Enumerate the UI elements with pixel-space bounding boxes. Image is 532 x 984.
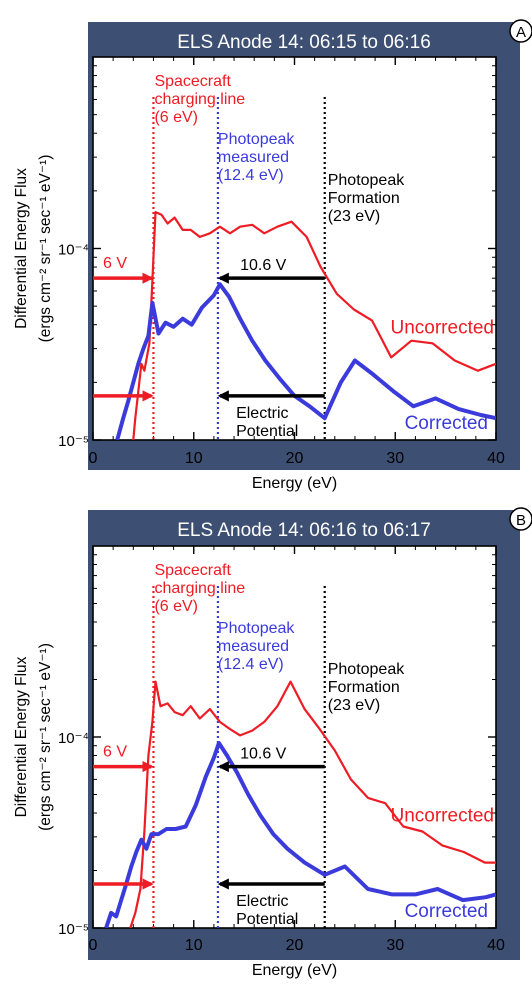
y-axis-label-line2: (ergs cm⁻² sr⁻¹ sec⁻¹ eV⁻¹) [37, 155, 54, 343]
label-photopeak-formation: (23 eV) [328, 697, 380, 714]
x-tick-label: 40 [487, 450, 505, 467]
label-charging-line: (6 eV) [154, 109, 198, 126]
panel-badge-label: A [516, 24, 526, 41]
panel-badge [509, 19, 532, 43]
label-photopeak-measured: Photopeak [218, 131, 296, 148]
plot-area [93, 57, 496, 440]
label-electric-potential: Electric [236, 405, 288, 422]
chart-title: ELS Anode 14: 06:16 to 06:17 [177, 520, 431, 541]
y-axis-label-line1: Differential Energy Flux [13, 168, 30, 329]
series-uncorrected-line [129, 680, 496, 928]
chart-panel-a: ELS Anode 14: 06:15 to 06:16 A 0 10 20 30 40 10… [13, 19, 532, 492]
data-layer [115, 97, 496, 440]
label-electric-potential: Potential [236, 423, 298, 440]
y-axis-label-line2: (ergs cm⁻² sr⁻¹ sec⁻¹ eV⁻¹) [37, 643, 54, 831]
legend-corrected: Corrected [405, 413, 488, 434]
series-corrected-line [104, 741, 496, 928]
y-tick-label-low: 10⁻⁵ [58, 433, 89, 450]
series-corrected-line [115, 282, 496, 440]
label-photopeak-formation: Formation [328, 190, 400, 207]
legend-uncorrected: Uncorrected [391, 317, 495, 338]
label-photopeak-measured: Photopeak [218, 620, 296, 637]
label-charging-line: charging line [154, 580, 245, 597]
label-photopeak-measured: (12.4 eV) [218, 167, 284, 184]
label-charging-line: Spacecraft [154, 562, 231, 579]
label-charging-line: (6 eV) [154, 598, 198, 615]
label-6v: 6 V [103, 744, 127, 761]
label-6v: 6 V [103, 255, 127, 272]
x-tick-label: 30 [386, 937, 404, 954]
label-electric-potential: Electric [236, 893, 288, 910]
label-photopeak-formation: Photopeak [328, 661, 406, 678]
label-photopeak-formation: (23 eV) [328, 208, 380, 225]
x-tick-label: 20 [286, 937, 304, 954]
label-10-6v: 10.6 V [240, 746, 287, 763]
label-photopeak-measured: (12.4 eV) [218, 656, 284, 673]
y-tick-label-high: 10⁻⁴ [58, 730, 89, 747]
x-tick-label: 0 [89, 937, 98, 954]
series-uncorrected-line [132, 211, 496, 440]
label-photopeak-measured: measured [218, 638, 289, 655]
y-axis-label-line1: Differential Energy Flux [13, 656, 30, 817]
x-tick-label: 10 [185, 937, 203, 954]
x-tick-label: 30 [386, 450, 404, 467]
legend-corrected: Corrected [405, 901, 488, 922]
label-charging-line: charging line [154, 91, 245, 108]
legend-uncorrected: Uncorrected [391, 806, 495, 827]
chart-panel-b: ELS Anode 14: 06:16 to 06:17 B 0 10 20 30 40 10… [13, 507, 532, 979]
label-photopeak-formation: Formation [328, 679, 400, 696]
plot-area [93, 546, 496, 928]
label-photopeak-measured: measured [218, 149, 289, 166]
y-tick-label-high: 10⁻⁴ [58, 242, 89, 259]
x-tick-label: 40 [487, 937, 505, 954]
label-10-6v: 10.6 V [240, 257, 287, 274]
x-axis-label: Energy (eV) [252, 475, 337, 492]
chart-title: ELS Anode 14: 06:15 to 06:16 [177, 32, 431, 53]
x-tick-label: 20 [286, 450, 304, 467]
label-electric-potential: Potential [236, 911, 298, 928]
x-axis-label: Energy (eV) [252, 962, 337, 979]
x-tick-label: 0 [89, 450, 98, 467]
data-layer [104, 586, 496, 928]
label-charging-line: Spacecraft [154, 73, 231, 90]
panel-badge-label: B [516, 512, 526, 529]
label-photopeak-formation: Photopeak [328, 172, 406, 189]
x-tick-label: 10 [185, 450, 203, 467]
panel-badge [509, 507, 532, 531]
y-tick-label-low: 10⁻⁵ [58, 921, 89, 938]
